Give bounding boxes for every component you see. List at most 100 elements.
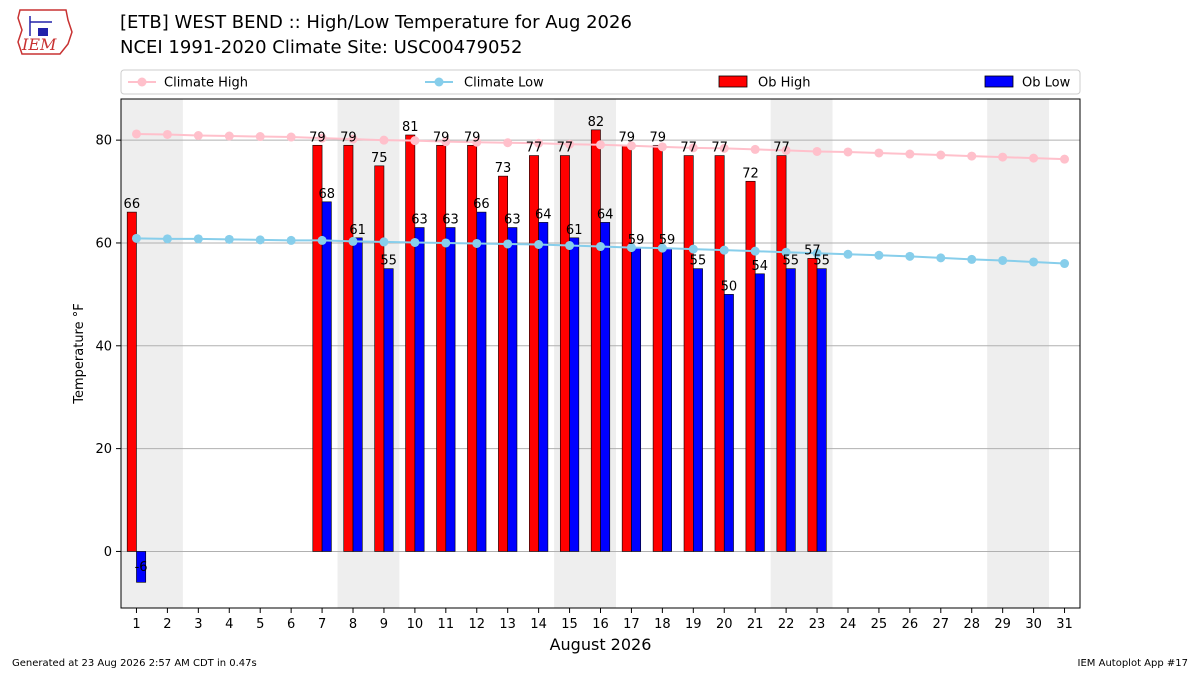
ob-high-label: 79 <box>433 130 450 145</box>
ob-low-label: 61 <box>349 223 366 238</box>
y-tick-label: 60 <box>95 236 112 251</box>
x-tick-label: 13 <box>499 617 516 632</box>
climate-low-point <box>874 250 884 260</box>
ob-high-label: 77 <box>526 141 543 156</box>
x-tick-label: 17 <box>623 617 640 632</box>
x-tick-label: 16 <box>592 617 609 632</box>
climate-low-point <box>224 234 234 244</box>
x-tick-label: 22 <box>778 617 795 632</box>
climate-low-point <box>503 239 513 249</box>
ob-low-bar <box>754 273 765 552</box>
climate-high-point <box>286 132 296 142</box>
ob-high-label: 81 <box>402 120 419 135</box>
climate-low-point <box>905 251 915 261</box>
ob-high-bar <box>343 144 354 552</box>
ob-high-label: 79 <box>464 130 481 145</box>
ob-low-label: 54 <box>752 259 769 274</box>
x-tick-label: 1 <box>132 617 140 632</box>
climate-high-point <box>224 131 234 141</box>
x-tick-label: 2 <box>163 617 171 632</box>
climate-high-point <box>719 143 729 153</box>
ob-low-label: 59 <box>628 233 645 248</box>
legend: Climate High Climate Low Ob High Ob Low <box>120 69 1081 95</box>
climate-high-point <box>843 147 853 157</box>
climate-high-point <box>967 151 977 161</box>
y-tick-label: 0 <box>104 545 112 560</box>
ob-low-bar <box>538 222 549 552</box>
ob-low-bar <box>507 227 518 552</box>
climate-high-point <box>1029 153 1039 163</box>
x-tick-label: 15 <box>561 617 578 632</box>
x-tick-label: 26 <box>902 617 919 632</box>
climate-low-point <box>688 244 698 254</box>
ob-high-bar <box>652 144 663 552</box>
climate-high-point <box>410 136 420 146</box>
legend-item-climate-high: Climate High <box>128 76 248 91</box>
legend-label-climate-low: Climate Low <box>464 76 544 91</box>
x-tick-label: 28 <box>963 617 980 632</box>
ob-high-label: 77 <box>711 141 728 156</box>
x-tick-label: 7 <box>318 617 326 632</box>
climate-low-point <box>472 238 482 248</box>
legend-frame <box>120 69 1081 95</box>
ob-high-label: 79 <box>309 130 326 145</box>
ob-high-bar <box>776 155 787 552</box>
ob-high-bar <box>312 144 323 552</box>
y-tick-label: 80 <box>95 134 112 149</box>
x-tick-label: 12 <box>468 617 485 632</box>
climate-low-point <box>657 243 667 253</box>
ob-high-bar <box>807 258 818 552</box>
climate-high-point <box>472 137 482 147</box>
weekend-shading <box>121 99 1050 608</box>
ob-low-label: -6 <box>135 560 148 575</box>
climate-high-point <box>657 142 667 152</box>
ob-high-bar <box>559 155 570 552</box>
climate-low-point <box>719 245 729 255</box>
ob-high-bar <box>745 180 756 552</box>
ob-low-bar <box>569 237 580 552</box>
climate-low-point <box>998 255 1008 265</box>
climate-low-point <box>812 248 822 258</box>
ob-low-label: 64 <box>535 207 552 222</box>
climate-high-point <box>162 129 172 139</box>
climate-low-point <box>843 249 853 259</box>
ob-high-bar <box>126 211 137 552</box>
ob-low-bar <box>476 211 487 552</box>
climate-high-point <box>317 133 327 143</box>
x-tick-label: 29 <box>994 617 1011 632</box>
x-tick-label: 27 <box>933 617 950 632</box>
climate-high-point <box>193 131 203 141</box>
ob-high-label: 79 <box>619 130 636 145</box>
climate-high-point <box>565 139 575 149</box>
ob-low-bar <box>321 201 332 552</box>
bar-labels: 66 -6 79 68 79 61 75 55 81 63 79 63 79 66 73 63 77 64 77 61… <box>124 115 830 575</box>
ob-low-bar <box>631 247 642 552</box>
climate-low-point <box>348 236 358 246</box>
ob-low-bar <box>383 268 394 552</box>
x-tick-label: 5 <box>256 617 264 632</box>
ob-low-bar <box>445 227 456 552</box>
legend-label-climate-high: Climate High <box>164 76 248 91</box>
legend-label-ob-low: Ob Low <box>1022 76 1071 91</box>
ob-low-label: 63 <box>442 213 459 228</box>
ob-low-label: 68 <box>318 187 335 202</box>
ob-high-bar <box>498 175 508 552</box>
ob-high-label: 82 <box>588 115 605 130</box>
ob-high-label: 57 <box>804 243 821 258</box>
x-tick-label: 8 <box>349 617 357 632</box>
x-tick-label: 31 <box>1056 617 1073 632</box>
ob-high-bar <box>714 155 725 552</box>
legend-item-ob-low: Ob Low <box>984 76 1071 91</box>
iem-logo: IEM <box>8 6 78 58</box>
generated-timestamp: Generated at 23 Aug 2026 2:57 AM CDT in … <box>12 658 257 669</box>
x-tick-label: 10 <box>407 617 424 632</box>
ob-low-bar <box>352 237 363 552</box>
ob-low-label: 64 <box>597 207 614 222</box>
climate-low-point <box>1060 259 1070 269</box>
climate-lines <box>131 129 1070 269</box>
climate-low-point <box>379 237 389 247</box>
x-tick-label: 25 <box>871 617 888 632</box>
legend-swatch-ob-high <box>718 75 748 88</box>
climate-high-point <box>534 138 544 148</box>
